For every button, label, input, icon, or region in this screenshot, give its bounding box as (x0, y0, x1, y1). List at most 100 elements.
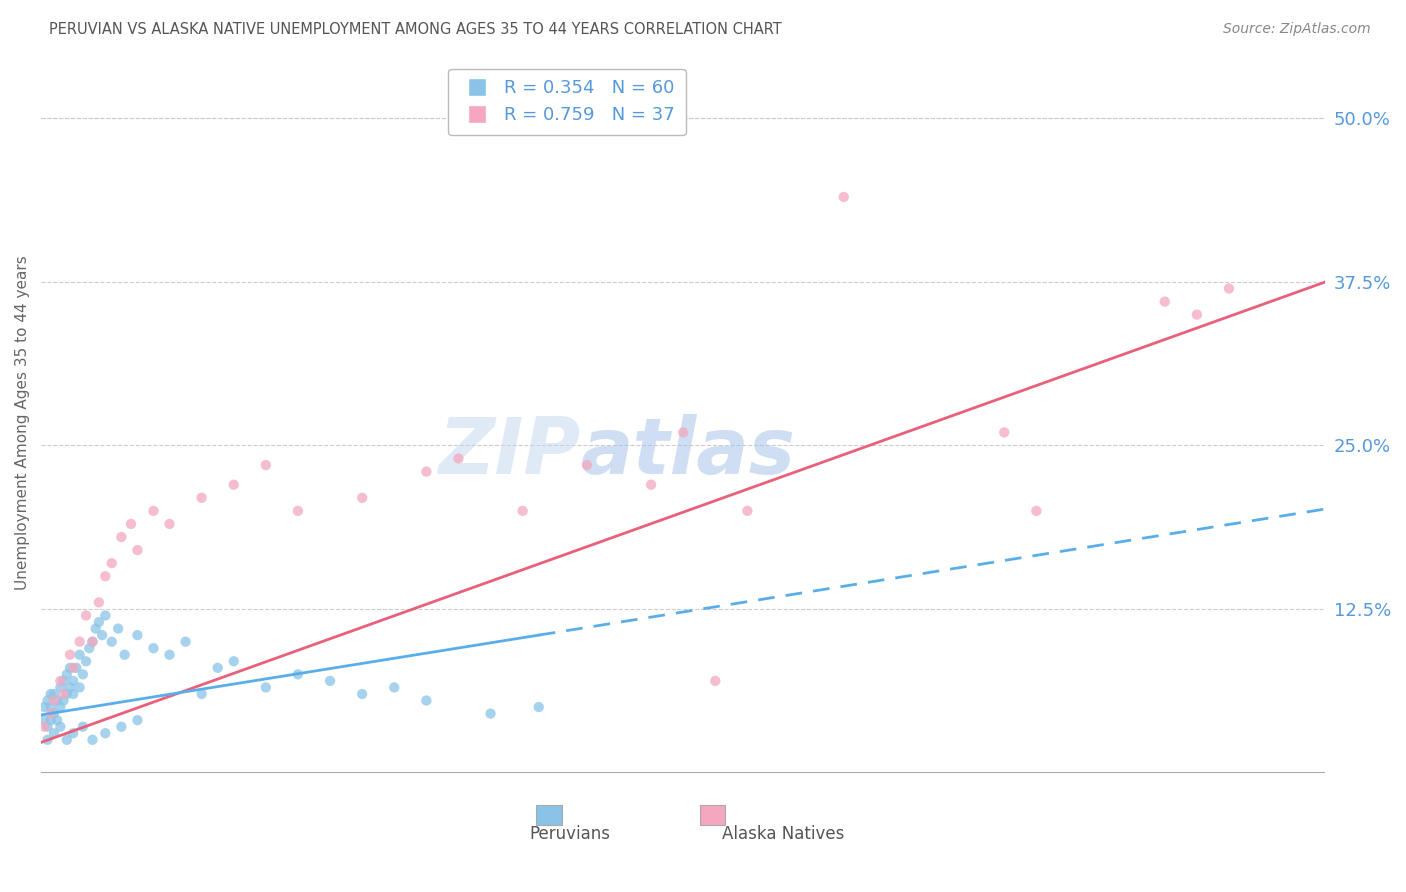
Point (39, 706, 62, 721)
Point (49, 700, 72, 714)
Point (49, 681, 72, 695)
Point (737, 504, 759, 518)
Point (46, 693, 69, 707)
Point (72, 667, 94, 681)
Point (52, 687, 75, 701)
Point (190, 687, 212, 701)
Point (1218, 281, 1240, 295)
Point (84, 622, 107, 636)
Point (127, 628, 149, 642)
Point (42, 726, 65, 740)
Point (82, 732, 104, 747)
Point (49, 673, 72, 688)
Point (640, 477, 662, 491)
Point (62, 687, 84, 701)
Point (75, 654, 97, 668)
Point (352, 491, 374, 505)
Point (94, 569, 117, 583)
Point (832, 190, 855, 204)
Point (127, 543, 149, 558)
Point (993, 425, 1015, 440)
Point (62, 726, 84, 740)
Point (512, 504, 534, 518)
Point (382, 681, 405, 695)
Point (254, 681, 277, 695)
Point (207, 661, 229, 675)
Point (77, 641, 100, 656)
Point (1185, 308, 1208, 322)
Text: ZIP: ZIP (439, 414, 581, 490)
Point (704, 673, 727, 688)
Point (37, 720, 59, 734)
Point (114, 648, 136, 662)
Point (46, 713, 69, 727)
Point (222, 477, 245, 491)
Point (447, 451, 470, 466)
Point (42, 687, 65, 701)
Point (287, 504, 309, 518)
Point (254, 458, 277, 472)
Text: Peruvians: Peruvians (529, 825, 610, 844)
Point (52, 673, 75, 688)
Point (415, 465, 437, 479)
Point (39, 687, 62, 701)
Point (100, 634, 122, 648)
Point (415, 693, 437, 707)
Point (1025, 504, 1047, 518)
Point (87, 595, 110, 609)
Point (100, 556, 122, 570)
Point (69, 634, 91, 648)
Point (42, 706, 65, 721)
Point (479, 706, 502, 721)
Point (82, 634, 104, 648)
Point (174, 634, 197, 648)
Y-axis label: Unemployment Among Ages 35 to 44 years: Unemployment Among Ages 35 to 44 years (15, 255, 30, 590)
Point (190, 491, 212, 505)
Point (142, 641, 165, 656)
Point (1153, 294, 1175, 309)
Point (159, 648, 181, 662)
Point (56, 732, 79, 747)
Text: PERUVIAN VS ALASKA NATIVE UNEMPLOYMENT AMONG AGES 35 TO 44 YEARS CORRELATION CHA: PERUVIAN VS ALASKA NATIVE UNEMPLOYMENT A… (49, 22, 782, 37)
Point (65, 661, 87, 675)
Point (39, 700, 62, 714)
Point (91, 628, 114, 642)
Point (110, 720, 132, 734)
Point (94, 608, 117, 623)
Point (69, 648, 91, 662)
Point (56, 667, 79, 681)
Point (222, 654, 245, 668)
Point (56, 687, 79, 701)
Point (59, 648, 82, 662)
Point (37, 732, 59, 747)
Point (52, 693, 75, 707)
Point (120, 516, 142, 531)
Point (127, 713, 149, 727)
Point (352, 687, 374, 701)
Point (59, 681, 82, 695)
Point (34, 700, 56, 714)
Point (287, 667, 309, 681)
Point (82, 634, 104, 648)
Point (110, 530, 132, 544)
Point (72, 720, 94, 734)
Point (62, 661, 84, 675)
Point (87, 615, 110, 629)
Point (142, 504, 165, 518)
Point (75, 608, 97, 623)
Point (49, 720, 72, 734)
Point (42, 693, 65, 707)
Point (575, 458, 598, 472)
Point (159, 516, 181, 531)
Point (69, 681, 91, 695)
Point (34, 720, 56, 734)
Text: Alaska Natives: Alaska Natives (721, 825, 844, 844)
Point (527, 700, 550, 714)
Point (59, 661, 82, 675)
Point (39, 713, 62, 727)
Point (62, 673, 84, 688)
Point (34, 713, 56, 727)
Text: atlas: atlas (581, 414, 796, 490)
Text: Source: ZipAtlas.com: Source: ZipAtlas.com (1223, 22, 1371, 37)
Point (107, 622, 129, 636)
